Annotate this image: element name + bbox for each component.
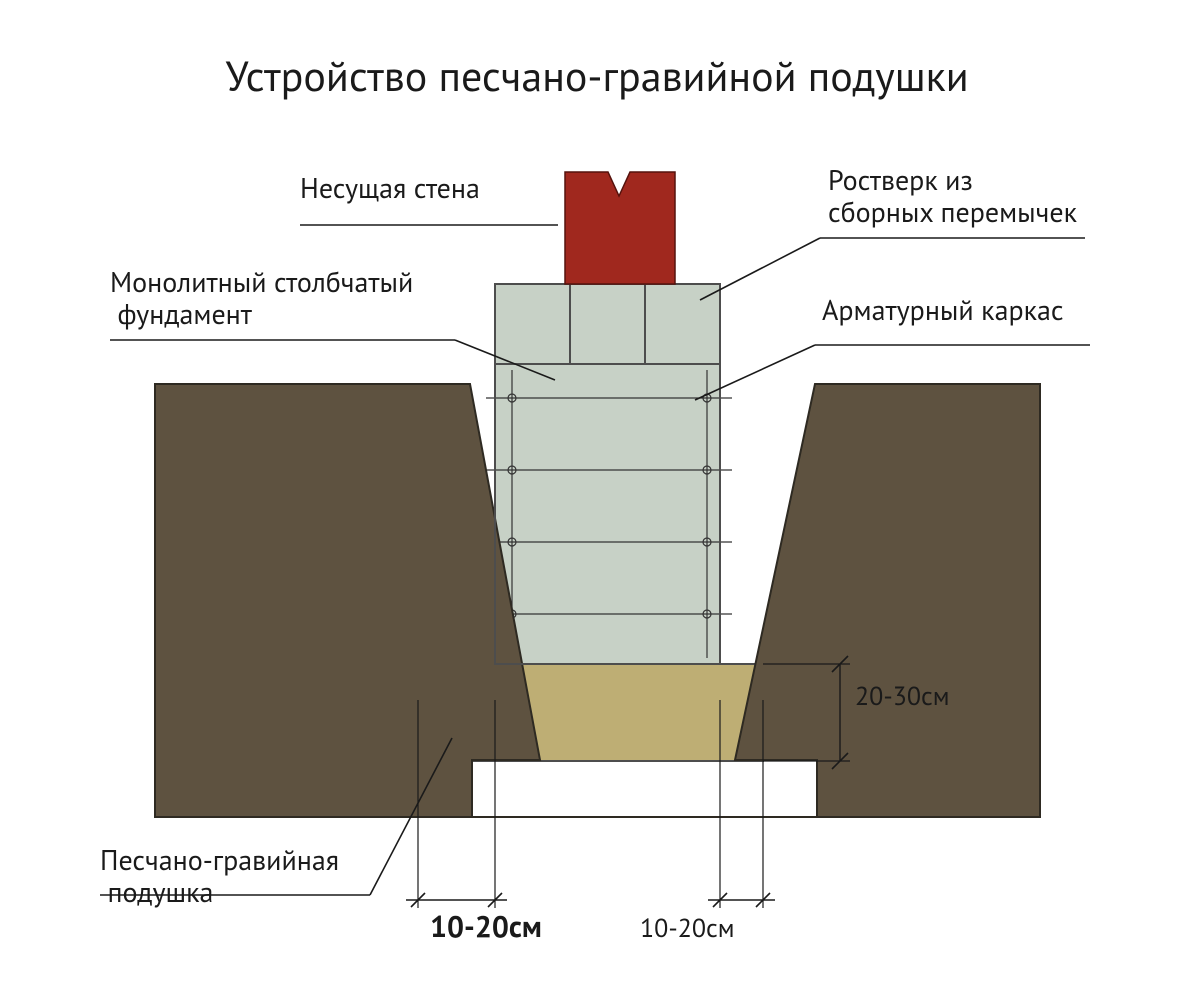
dim-right-label: 10-20см	[640, 912, 735, 945]
label-rebar-label: Арматурный каркас	[822, 291, 1064, 328]
dim-h-label: 20-30см	[855, 680, 950, 713]
diagram-svg: Несущая стена Ростверк изсборных перемыче…	[0, 0, 1194, 990]
label-wall-label: Несущая стена	[300, 169, 480, 206]
diagram-stage: Устройство песчано-гравийной подушки Нес…	[0, 0, 1194, 990]
grillage-rect	[495, 284, 720, 364]
label-grillage-leader	[700, 238, 820, 300]
dim-left-label: 10-20см	[430, 907, 542, 946]
bearing-wall	[565, 172, 675, 284]
label-monolith-label: Монолитный столбчатый фундамент	[110, 263, 413, 332]
label-cushion-label: Песчано-гравийная подушка	[100, 841, 339, 910]
label-grillage-label: Ростверк изсборных перемычек	[828, 161, 1078, 230]
